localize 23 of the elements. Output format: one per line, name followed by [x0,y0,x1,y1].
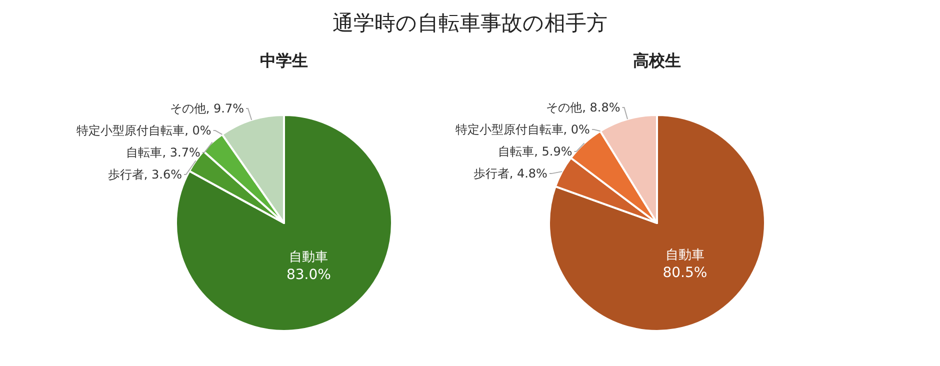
data-label: 83.0% [286,266,331,283]
slice-label: その他 [170,102,206,116]
data-label: , 9.7% [206,102,244,116]
slice-label: 自転車 [126,146,162,160]
text: , 0% [563,122,590,137]
slice-label: 歩行者 [108,168,144,182]
text: , 0% [184,124,212,138]
slice-label: その他 [546,100,582,115]
slice-label: 自転車 [498,144,534,159]
legend-label: 特定小型原付自転車 [455,122,564,137]
data-label: , 3.7% [162,146,200,160]
data-label: 80.5% [662,264,708,281]
legend-label: 特定小型原付自転車 [76,124,185,138]
data-label: , 5.9% [534,144,572,159]
chart-title: 中学生 [260,51,308,70]
slice-label: 自動車 [665,248,704,263]
chart-title: 高校生 [633,51,681,70]
text: 通学時の自転車事故の相手方 [332,11,608,35]
data-label: , 4.8% [509,166,548,181]
data-label: , 3.6% [144,168,182,182]
data-label: , 8.8% [582,100,620,115]
slice-label: 自動車 [289,250,328,265]
slice-label: 歩行者 [473,166,510,181]
